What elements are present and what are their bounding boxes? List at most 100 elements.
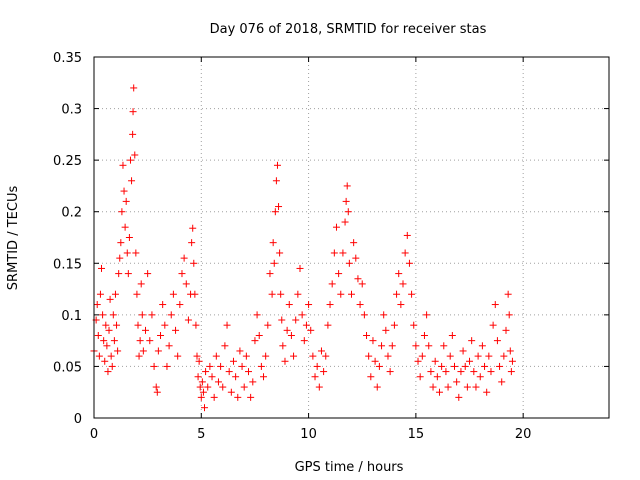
data-point <box>107 352 115 360</box>
data-point <box>388 342 396 350</box>
data-point <box>339 249 347 257</box>
data-point <box>167 311 175 319</box>
data-point <box>184 316 192 324</box>
data-point <box>139 347 147 355</box>
data-point <box>292 316 300 324</box>
data-point <box>188 239 196 247</box>
data-point <box>180 254 188 262</box>
data-point <box>502 326 510 334</box>
data-point <box>363 331 371 339</box>
data-point <box>320 368 328 376</box>
data-point <box>498 378 506 386</box>
data-point <box>504 290 512 298</box>
data-point <box>463 383 471 391</box>
data-point <box>457 368 465 376</box>
data-point <box>251 337 259 345</box>
data-point <box>414 357 422 365</box>
data-point <box>358 280 366 288</box>
data-point <box>159 301 167 309</box>
data-point <box>429 383 437 391</box>
data-point <box>420 331 428 339</box>
data-point <box>124 270 132 278</box>
data-point <box>128 177 136 185</box>
data-point <box>453 378 461 386</box>
data-point <box>276 249 284 257</box>
data-point <box>204 383 212 391</box>
data-point <box>148 311 156 319</box>
data-point <box>487 368 495 376</box>
data-point <box>496 362 504 370</box>
data-point <box>260 373 268 381</box>
data-point <box>130 84 138 92</box>
data-point <box>386 368 394 376</box>
data-point <box>272 177 280 185</box>
data-point <box>138 311 146 319</box>
data-point <box>238 362 246 370</box>
data-point <box>104 368 112 376</box>
data-point <box>468 337 476 345</box>
data-point <box>442 368 450 376</box>
data-point <box>403 231 411 239</box>
data-point <box>296 264 304 272</box>
data-point <box>446 352 454 360</box>
data-point <box>311 373 319 381</box>
data-point <box>206 362 214 370</box>
data-point <box>118 208 126 216</box>
data-point <box>278 316 286 324</box>
data-point <box>94 331 102 339</box>
data-point <box>412 342 420 350</box>
data-point <box>266 270 274 278</box>
data-point <box>470 368 478 376</box>
data-point <box>395 270 403 278</box>
data-point <box>505 311 513 319</box>
x-axis-label: GPS time / hours <box>295 460 404 475</box>
data-point <box>408 290 416 298</box>
data-point <box>356 301 364 309</box>
data-point <box>269 239 277 247</box>
data-point <box>489 321 497 329</box>
data-point <box>369 337 377 345</box>
data-point <box>210 393 218 401</box>
data-point <box>335 270 343 278</box>
data-point <box>491 301 499 309</box>
data-point <box>440 342 448 350</box>
data-point <box>98 264 106 272</box>
data-point <box>283 326 291 334</box>
data-point <box>163 362 171 370</box>
data-point <box>307 326 315 334</box>
data-point <box>249 378 257 386</box>
data-point <box>93 301 101 309</box>
data-point <box>500 352 508 360</box>
x-tick-label: 0 <box>90 427 98 442</box>
data-point <box>459 347 467 355</box>
data-point <box>157 331 165 339</box>
data-point <box>174 352 182 360</box>
data-point <box>125 234 133 241</box>
data-point <box>190 259 198 267</box>
data-point <box>132 249 140 257</box>
data-point <box>431 357 439 365</box>
data-point <box>330 249 338 257</box>
data-point <box>131 151 139 159</box>
y-tick-label: 0.25 <box>53 154 82 169</box>
data-point <box>342 197 350 205</box>
data-point <box>373 383 381 391</box>
y-tick-label: 0.1 <box>61 309 82 324</box>
data-point <box>344 208 352 216</box>
data-point <box>350 239 358 247</box>
data-point <box>508 357 516 365</box>
data-point <box>229 357 237 365</box>
data-point <box>113 321 121 329</box>
data-point <box>255 331 263 339</box>
data-point <box>115 270 123 278</box>
data-point <box>169 290 177 298</box>
data-point <box>324 321 332 329</box>
data-point <box>390 321 398 329</box>
data-point <box>262 352 270 360</box>
data-point <box>382 326 390 334</box>
data-point <box>234 393 242 401</box>
data-point <box>309 352 317 360</box>
data-point <box>365 352 373 360</box>
data-point <box>192 321 200 329</box>
